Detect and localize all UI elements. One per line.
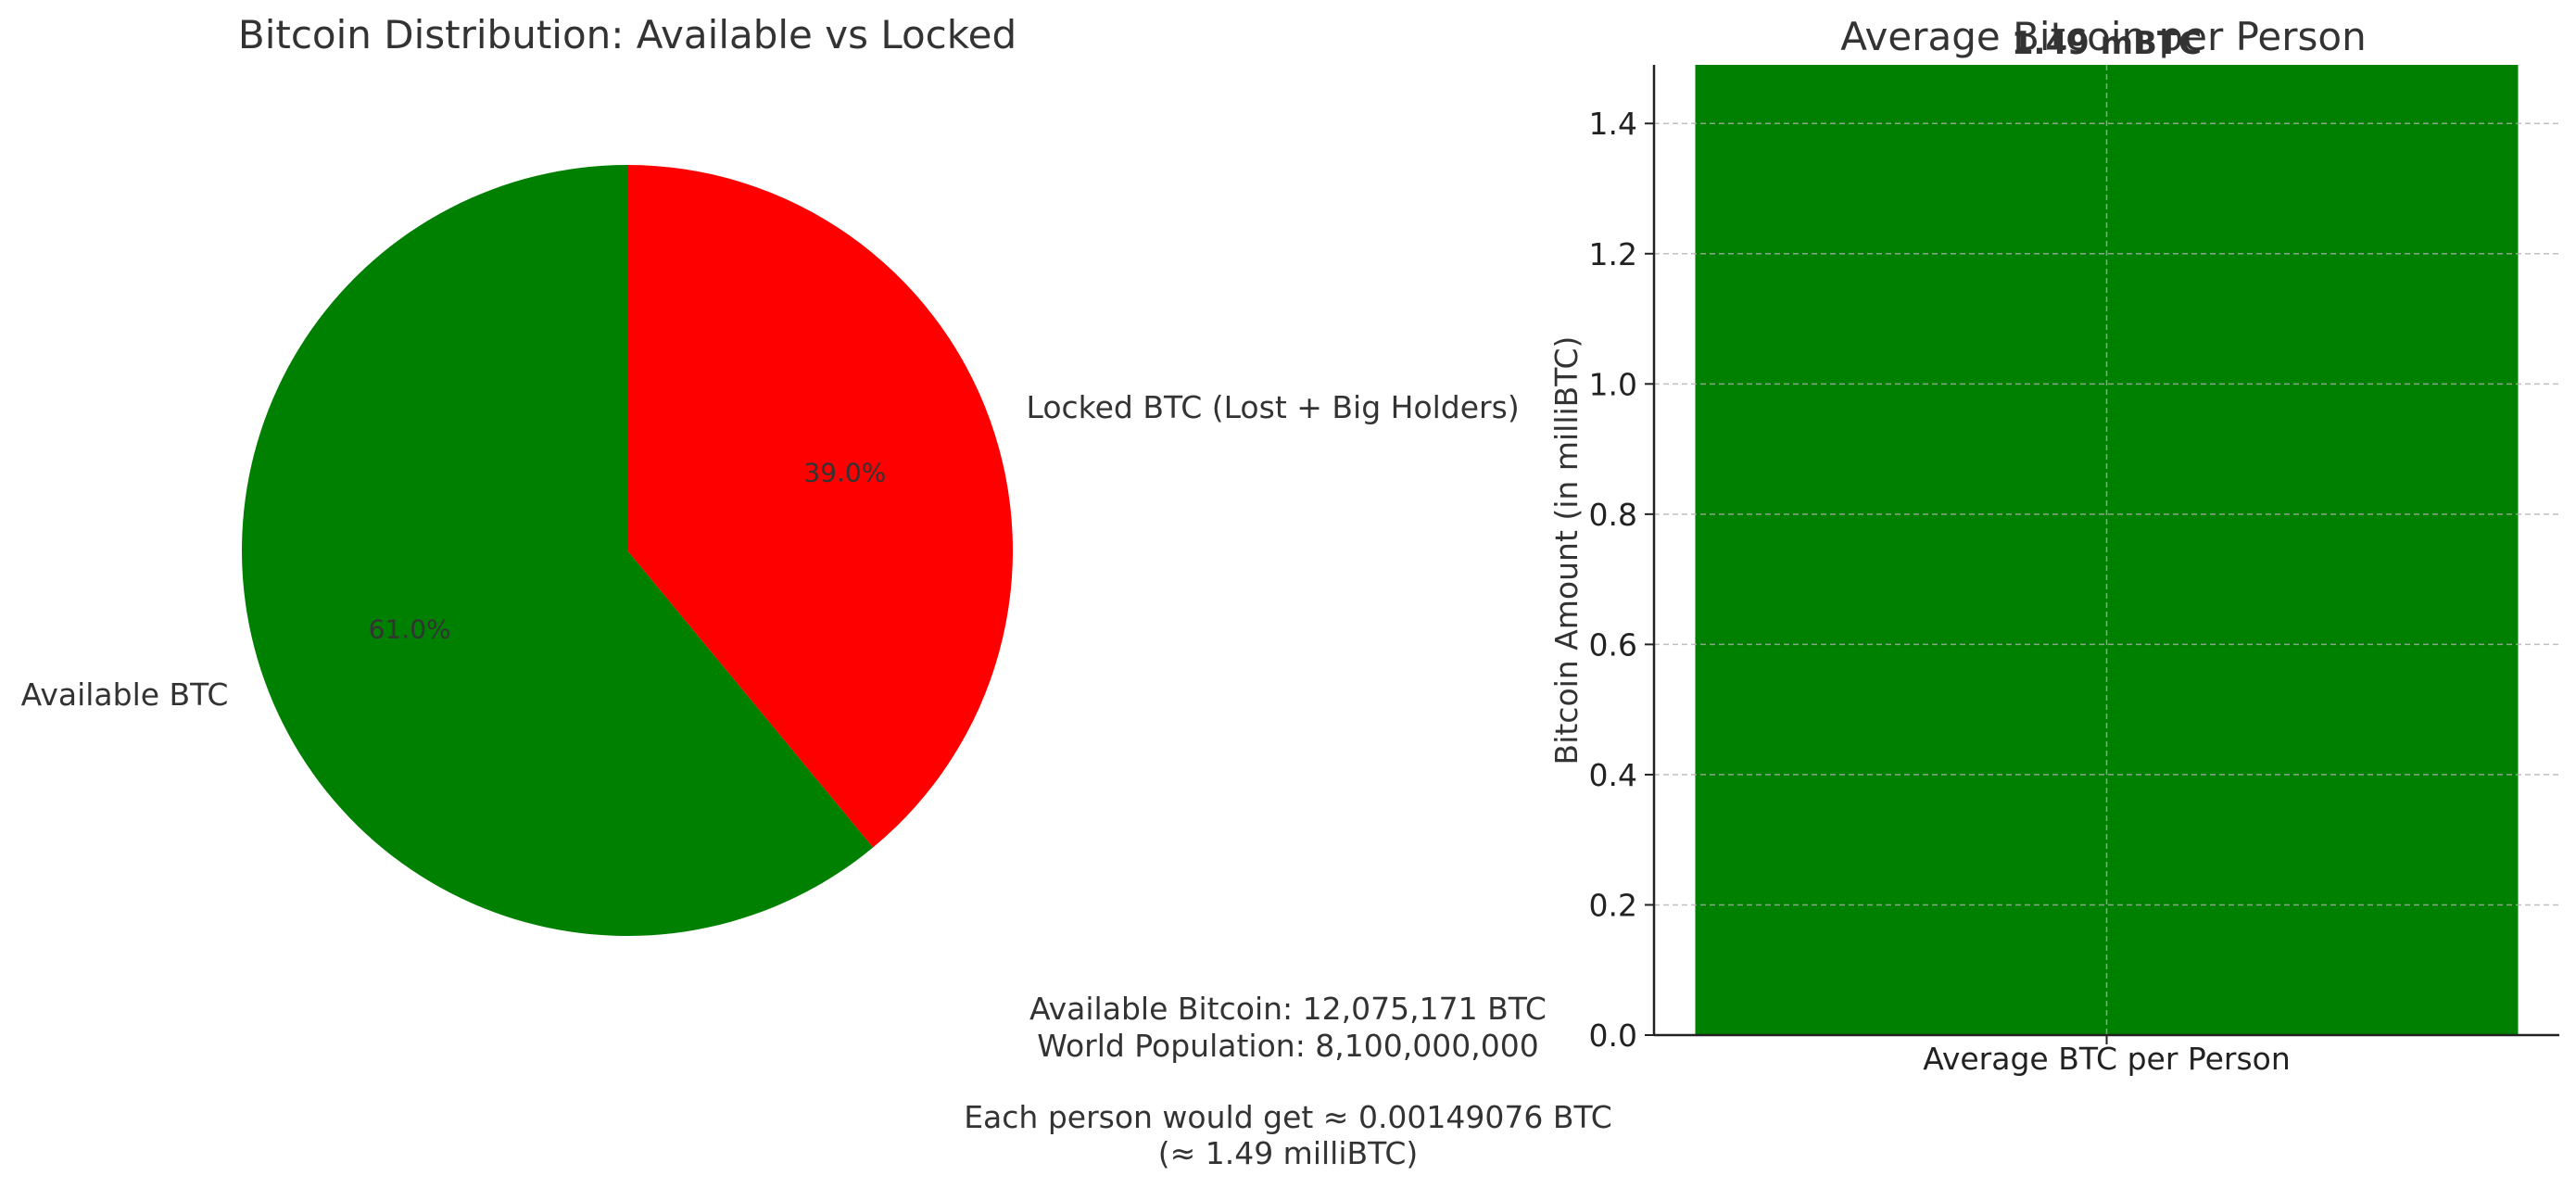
y-tick-label-6: 1.2 (1589, 236, 1637, 272)
pie-percent-label-locked: 39.0% (803, 457, 886, 487)
bar-chart: Average Bitcoin per Person Bitcoin Amoun… (1548, 14, 2559, 1077)
y-tick-label-4: 0.8 (1589, 497, 1637, 533)
annotation-available-bitcoin: Available Bitcoin: 12,075,171 BTC (1029, 991, 1547, 1027)
pie-percent-label-available: 61.0% (369, 614, 451, 645)
bar-data-label-0: 1.49 mBTC (2012, 25, 2202, 62)
bar-y-axis-label: Bitcoin Amount (in milliBTC) (1548, 336, 1585, 765)
pie-category-label-available: Available BTC (21, 676, 229, 713)
y-tick-label-2: 0.4 (1589, 757, 1637, 793)
pie-title: Bitcoin Distribution: Available vs Locke… (238, 12, 1017, 57)
bar-title: Average Bitcoin per Person (1840, 14, 2366, 59)
pie-slice-available (242, 165, 874, 937)
pie-slice-locked (627, 165, 1013, 848)
y-tick-label-1: 0.2 (1589, 887, 1637, 923)
y-tick-label-7: 1.4 (1589, 106, 1637, 142)
annotation-world-population: World Population: 8,100,000,000 (1037, 1028, 1538, 1064)
y-tick-label-5: 1.0 (1589, 366, 1637, 402)
y-tick-label-3: 0.6 (1589, 626, 1637, 663)
annotation-millibtc: (≈ 1.49 milliBTC) (1158, 1135, 1419, 1171)
y-tick-label-0: 0.0 (1589, 1017, 1637, 1054)
annotation-each-person: Each person would get ≈ 0.00149076 BTC (964, 1099, 1612, 1135)
x-tick-label-0: Average BTC per Person (1923, 1041, 2291, 1077)
pie-chart: Bitcoin Distribution: Available vs Locke… (21, 12, 1520, 937)
pie-category-label-locked: Locked BTC (Lost + Big Holders) (1027, 389, 1520, 425)
summary-annotation: Available Bitcoin: 12,075,171 BTC World … (964, 991, 1612, 1171)
